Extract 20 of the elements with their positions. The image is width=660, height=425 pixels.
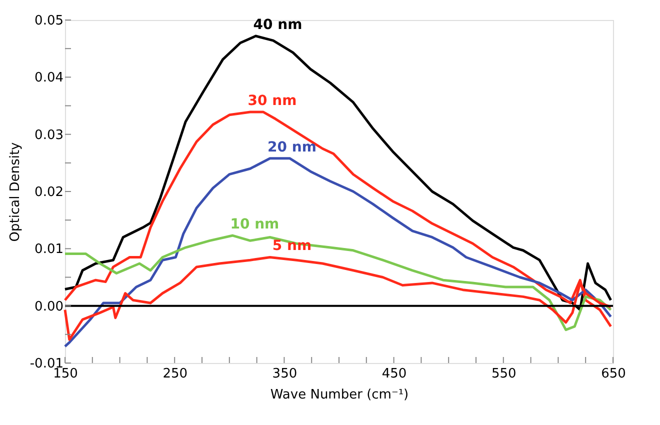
y-tick-label: 0.05: [34, 14, 64, 28]
line-series: [64, 157, 612, 348]
y-tick-label: 0.04: [34, 70, 64, 86]
y-tick-label: 0.02: [34, 185, 64, 200]
series-label: 40 nm: [253, 17, 302, 34]
x-axis-title: Wave Number (cm⁻¹): [270, 388, 409, 402]
y-tick-label: 0.00: [34, 299, 64, 314]
y-tick-label: 0.03: [34, 128, 64, 143]
series-label: 10 nm: [230, 216, 280, 233]
x-tick-label: 550: [491, 366, 516, 382]
y-axis-title: Optical Density: [8, 142, 23, 242]
series-label: 30 nm: [248, 93, 297, 110]
x-tick-label: 350: [272, 366, 298, 382]
x-tick-label: 650: [601, 366, 626, 382]
x-tick-label: 250: [162, 366, 188, 382]
line-series: [64, 34, 612, 312]
x-tick-label: 450: [382, 366, 407, 382]
line-series: [64, 234, 612, 332]
series-label: 20 nm: [267, 139, 316, 156]
y-tick-label: 0.01: [34, 242, 64, 258]
